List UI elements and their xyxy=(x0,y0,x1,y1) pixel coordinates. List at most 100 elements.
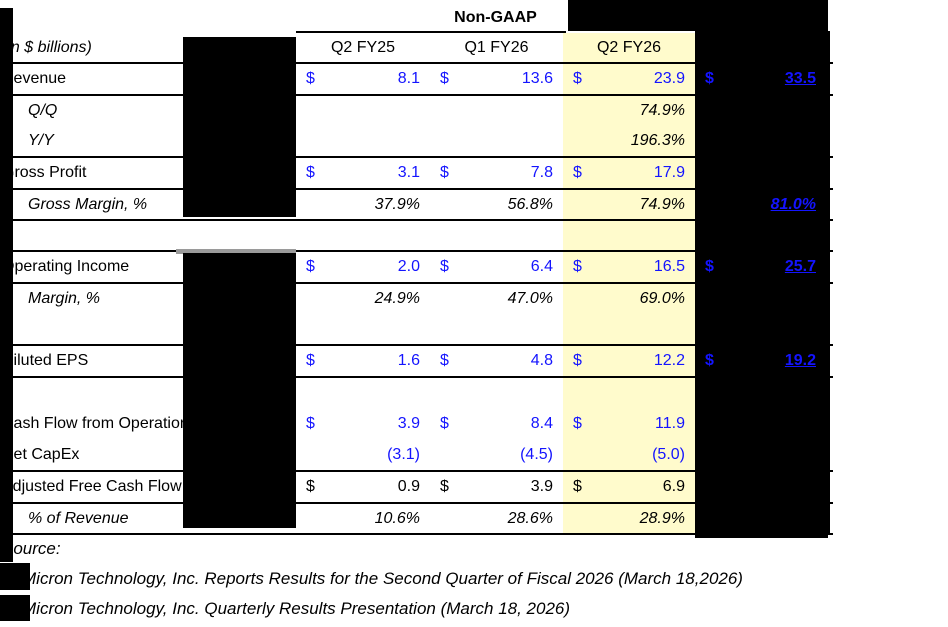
grid-line xyxy=(0,62,833,64)
cell-operating-margin-q2fy25: 24.9% xyxy=(374,290,420,307)
cell-operating-income-q2fy25: $2.0 xyxy=(296,252,430,282)
row-label: Cash Flow from Operations xyxy=(2,415,197,432)
dollar-sign: $ xyxy=(306,70,315,87)
row-label: Net CapEx xyxy=(2,446,80,463)
table-right-border xyxy=(828,31,830,533)
dollar-sign: $ xyxy=(573,415,582,432)
row-gross-profit: Gross Profit $3.1 $7.8 $17.9 xyxy=(0,158,948,188)
cell-gross-margin-q2fy25: 37.9% xyxy=(374,196,420,213)
grid-line xyxy=(0,282,833,284)
dollar-sign: $ xyxy=(705,70,714,87)
cell-qoq-q2fy26: 74.9% xyxy=(639,102,685,119)
cell-gross-profit-q1fy26: $7.8 xyxy=(430,158,563,188)
row-net-capex: Net CapEx (3.1) (4.5) (5.0) xyxy=(0,440,948,470)
grid-line xyxy=(0,470,833,472)
dollar-sign: $ xyxy=(306,164,315,181)
row-label: Margin, % xyxy=(28,290,101,307)
row-qoq: Q/Q 74.9% xyxy=(0,96,948,126)
cell-diluted-eps-q2fy26: $12.2 xyxy=(563,346,695,376)
row-cash-flow-ops: Cash Flow from Operations $3.9 $8.4 $11.… xyxy=(0,409,948,439)
dollar-sign: $ xyxy=(705,352,714,369)
grid-line xyxy=(0,156,833,158)
row-label: Diluted EPS xyxy=(2,352,89,369)
row-pct-of-revenue: % of Revenue 10.6% 28.6% 28.9% xyxy=(0,504,948,534)
dollar-sign: $ xyxy=(573,70,582,87)
dollar-sign: $ xyxy=(573,164,582,181)
cell-diluted-eps-q2fy25: $1.6 xyxy=(296,346,430,376)
redaction-source-bullet-1 xyxy=(0,563,30,590)
cell-gross-profit-q2fy26: $17.9 xyxy=(563,158,695,188)
row-label: Gross Profit xyxy=(2,164,87,181)
cell-net-capex-q2fy25: (3.1) xyxy=(387,446,420,463)
source-line-2: Micron Technology, Inc. Quarterly Result… xyxy=(22,599,571,618)
redaction-left-strip xyxy=(0,8,13,562)
row-adjusted-fcf: Adjusted Free Cash Flow $0.9 $3.9 $6.9 xyxy=(0,472,948,502)
hidden-cell-gross-margin: 81.0% xyxy=(770,196,816,213)
row-label: Revenue xyxy=(2,70,67,87)
row-label: % of Revenue xyxy=(28,510,129,527)
cell-gross-profit-q2fy25: $3.1 xyxy=(296,158,430,188)
hidden-cell-revenue: $33.5 xyxy=(695,64,828,94)
row-revenue: Revenue $8.1 $13.6 $23.9 xyxy=(0,64,948,94)
grid-line xyxy=(0,502,833,504)
cell-revenue-q1fy26: $13.6 xyxy=(430,64,563,94)
column-header-q1fy26: Q1 FY26 xyxy=(464,39,529,56)
dollar-sign: $ xyxy=(440,164,449,181)
group-header-non-gaap: Non-GAAP xyxy=(454,9,537,26)
redaction-source-bullet-2 xyxy=(0,595,30,621)
dollar-sign: $ xyxy=(306,415,315,432)
cell-cash-flow-q2fy25: $3.9 xyxy=(296,409,430,439)
row-operating-income: Operating Income $2.0 $6.4 $16.5 xyxy=(0,252,948,282)
cell-revenue-q2fy26: $23.9 xyxy=(563,64,695,94)
row-yoy: Y/Y 196.3% xyxy=(0,126,948,156)
dollar-sign: $ xyxy=(306,258,315,275)
cell-diluted-eps-q1fy26: $4.8 xyxy=(430,346,563,376)
cell-gross-margin-q2fy26: 74.9% xyxy=(639,196,685,213)
cell-operating-income-q2fy26: $16.5 xyxy=(563,252,695,282)
hidden-cell-operating-income: $25.7 xyxy=(695,252,828,282)
redaction-right-column xyxy=(695,0,828,538)
cell-adjusted-fcf-q1fy26: $3.9 xyxy=(430,472,563,502)
cell-pct-revenue-q2fy25: 10.6% xyxy=(374,510,420,527)
cell-operating-margin-q2fy26: 69.0% xyxy=(639,290,685,307)
cell-cash-flow-q1fy26: $8.4 xyxy=(430,409,563,439)
header-row: (in $ billions) Q2 FY25 Q1 FY26 Q2 FY26 xyxy=(0,33,948,63)
row-label: Adjusted Free Cash Flow xyxy=(2,478,182,495)
cell-pct-revenue-q1fy26: 28.6% xyxy=(507,510,553,527)
row-label: Y/Y xyxy=(28,132,54,149)
source-line-1: Micron Technology, Inc. Reports Results … xyxy=(22,569,743,588)
dollar-sign: $ xyxy=(306,352,315,369)
cell-operating-margin-q1fy26: 47.0% xyxy=(507,290,553,307)
cell-pct-revenue-q2fy26: 28.9% xyxy=(639,510,685,527)
row-label: Gross Margin, % xyxy=(28,196,148,213)
dollar-sign: $ xyxy=(440,415,449,432)
column-header-q2fy26: Q2 FY26 xyxy=(596,39,662,56)
cell-yoy-q2fy26: 196.3% xyxy=(630,132,685,149)
cell-operating-income-q1fy26: $6.4 xyxy=(430,252,563,282)
cell-adjusted-fcf-q2fy25: $0.9 xyxy=(296,472,430,502)
cell-adjusted-fcf-q2fy26: $6.9 xyxy=(563,472,695,502)
cell-revenue-q2fy25: $8.1 xyxy=(296,64,430,94)
grid-line xyxy=(0,250,833,252)
cell-cash-flow-q2fy26: $11.9 xyxy=(563,409,695,439)
row-diluted-eps: Diluted EPS $1.6 $4.8 $12.2 xyxy=(0,346,948,376)
grid-line xyxy=(0,219,833,221)
grid-line xyxy=(0,344,833,346)
column-header-q2fy25: Q2 FY25 xyxy=(330,39,396,56)
row-gross-margin: Gross Margin, % 37.9% 56.8% 74.9% xyxy=(0,190,948,220)
cell-net-capex-q1fy26: (4.5) xyxy=(520,446,553,463)
redaction-top-strip xyxy=(568,0,695,31)
grid-line xyxy=(0,188,833,190)
cell-gross-margin-q1fy26: 56.8% xyxy=(507,196,553,213)
shadow-line xyxy=(176,249,296,254)
dollar-sign: $ xyxy=(573,478,582,495)
dollar-sign: $ xyxy=(440,258,449,275)
units-label: (in $ billions) xyxy=(2,39,92,56)
grid-line xyxy=(0,94,833,96)
redaction-center-upper xyxy=(183,37,296,217)
source-label: Source: xyxy=(2,539,61,558)
dollar-sign: $ xyxy=(440,70,449,87)
dollar-sign: $ xyxy=(306,478,315,495)
dollar-sign: $ xyxy=(705,258,714,275)
